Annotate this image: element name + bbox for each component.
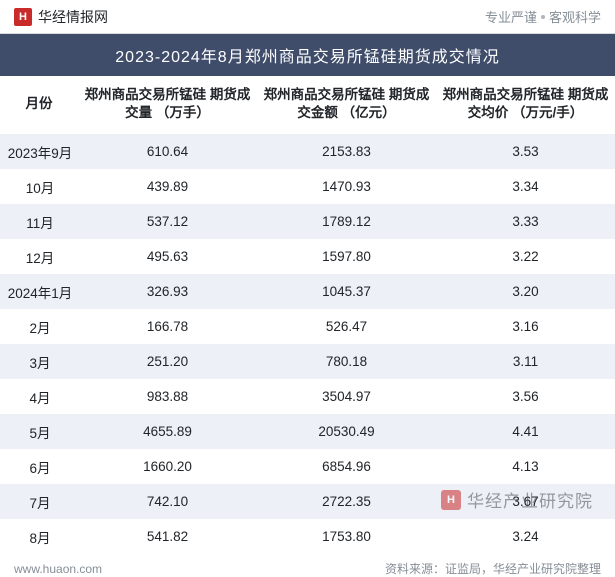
cell-amount: 2153.83 [257, 134, 436, 169]
brand: H 华经情报网 [14, 7, 108, 27]
cell-month: 2023年9月 [0, 134, 78, 169]
cell-amount: 1753.80 [257, 519, 436, 554]
cell-month: 7月 [0, 484, 78, 519]
footer: www.huaon.com 资料来源：证监局，华经产业研究院整理 [0, 554, 615, 577]
col-amount: 郑州商品交易所锰硅 期货成交金额 （亿元） [257, 76, 436, 134]
cell-avg: 3.33 [436, 204, 615, 239]
cell-avg: 3.56 [436, 379, 615, 414]
cell-amount: 526.47 [257, 309, 436, 344]
cell-amount: 780.18 [257, 344, 436, 379]
brand-logo-icon: H [14, 8, 32, 26]
cell-volume: 610.64 [78, 134, 257, 169]
table-row: 6月1660.206854.964.13 [0, 449, 615, 484]
cell-month: 11月 [0, 204, 78, 239]
table-row: 11月537.121789.123.33 [0, 204, 615, 239]
cell-amount: 1045.37 [257, 274, 436, 309]
cell-month: 6月 [0, 449, 78, 484]
table-row: 2023年9月610.642153.833.53 [0, 134, 615, 169]
table-row: 7月742.102722.353.67 [0, 484, 615, 519]
slogan-right: 客观科学 [549, 7, 601, 26]
cell-volume: 541.82 [78, 519, 257, 554]
cell-amount: 3504.97 [257, 379, 436, 414]
cell-volume: 742.10 [78, 484, 257, 519]
col-month: 月份 [0, 76, 78, 134]
cell-avg: 3.22 [436, 239, 615, 274]
cell-month: 2024年1月 [0, 274, 78, 309]
cell-avg: 3.16 [436, 309, 615, 344]
cell-avg: 3.34 [436, 169, 615, 204]
cell-avg: 3.11 [436, 344, 615, 379]
slogan: 专业严谨 客观科学 [485, 7, 601, 26]
table-row: 2月166.78526.473.16 [0, 309, 615, 344]
table-row: 3月251.20780.183.11 [0, 344, 615, 379]
table-row: 8月541.821753.803.24 [0, 519, 615, 554]
col-volume: 郑州商品交易所锰硅 期货成交量 （万手） [78, 76, 257, 134]
cell-month: 4月 [0, 379, 78, 414]
col-avg: 郑州商品交易所锰硅 期货成交均价 （万元/手） [436, 76, 615, 134]
footer-site: www.huaon.com [14, 562, 102, 576]
cell-month: 2月 [0, 309, 78, 344]
cell-month: 8月 [0, 519, 78, 554]
cell-amount: 2722.35 [257, 484, 436, 519]
table-row: 4月983.883504.973.56 [0, 379, 615, 414]
brand-name: 华经情报网 [38, 7, 108, 27]
cell-volume: 537.12 [78, 204, 257, 239]
cell-month: 3月 [0, 344, 78, 379]
cell-volume: 983.88 [78, 379, 257, 414]
table-row: 5月4655.8920530.494.41 [0, 414, 615, 449]
cell-volume: 495.63 [78, 239, 257, 274]
footer-source: 资料来源：证监局，华经产业研究院整理 [385, 560, 601, 577]
cell-month: 12月 [0, 239, 78, 274]
cell-volume: 166.78 [78, 309, 257, 344]
cell-amount: 1470.93 [257, 169, 436, 204]
cell-volume: 1660.20 [78, 449, 257, 484]
cell-volume: 251.20 [78, 344, 257, 379]
table-header-row: 月份 郑州商品交易所锰硅 期货成交量 （万手） 郑州商品交易所锰硅 期货成交金额… [0, 76, 615, 134]
slogan-left: 专业严谨 [485, 7, 537, 26]
cell-volume: 326.93 [78, 274, 257, 309]
cell-volume: 4655.89 [78, 414, 257, 449]
cell-avg: 4.13 [436, 449, 615, 484]
dot-icon [541, 15, 545, 19]
cell-month: 10月 [0, 169, 78, 204]
page-title: 2023-2024年8月郑州商品交易所锰硅期货成交情况 [0, 34, 615, 76]
cell-amount: 1789.12 [257, 204, 436, 239]
cell-volume: 439.89 [78, 169, 257, 204]
cell-avg: 4.41 [436, 414, 615, 449]
table-row: 10月439.891470.933.34 [0, 169, 615, 204]
cell-amount: 1597.80 [257, 239, 436, 274]
table-row: 12月495.631597.803.22 [0, 239, 615, 274]
cell-amount: 6854.96 [257, 449, 436, 484]
cell-avg: 3.20 [436, 274, 615, 309]
table-row: 2024年1月326.931045.373.20 [0, 274, 615, 309]
cell-amount: 20530.49 [257, 414, 436, 449]
cell-month: 5月 [0, 414, 78, 449]
cell-avg: 3.53 [436, 134, 615, 169]
cell-avg: 3.67 [436, 484, 615, 519]
topbar: H 华经情报网 专业严谨 客观科学 [0, 0, 615, 34]
cell-avg: 3.24 [436, 519, 615, 554]
data-table: 月份 郑州商品交易所锰硅 期货成交量 （万手） 郑州商品交易所锰硅 期货成交金额… [0, 76, 615, 554]
